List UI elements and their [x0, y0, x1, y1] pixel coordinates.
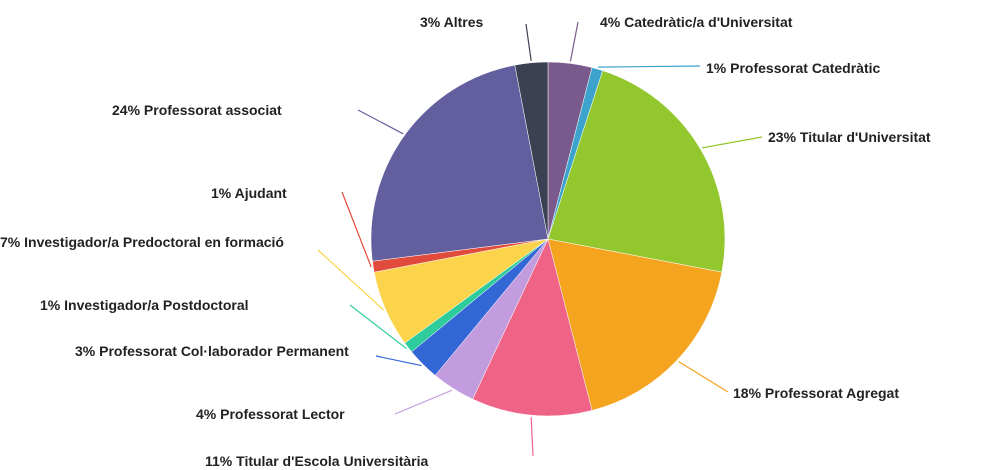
leader-line — [317, 249, 385, 311]
category-label: Investigador/a Predoctoral en formació — [24, 234, 284, 250]
category-label: Ajudant — [234, 185, 287, 201]
leader-line — [341, 191, 372, 268]
pie-slice — [514, 61, 549, 240]
value-label: 24% — [112, 102, 141, 118]
slice-label: 3% Altres — [420, 12, 520, 32]
value-label: 4% — [600, 14, 621, 30]
value-label: 18% — [733, 385, 762, 401]
pie-slice — [547, 238, 723, 411]
slice-label: 4% Professorat Lector — [196, 404, 396, 424]
pie-slice — [547, 70, 726, 273]
value-label: 7% — [0, 234, 21, 250]
slice-label: 1% Investigador/a Postdoctoral — [40, 295, 340, 315]
value-label: 23% — [768, 129, 797, 145]
leader-line — [530, 417, 534, 457]
leader-line — [375, 355, 422, 367]
slice-label: 24% Professorat associat — [112, 100, 362, 120]
leader-line — [701, 136, 763, 149]
slice-label: 18% Professorat Agregat — [733, 383, 973, 403]
category-label: Catedràtic/a d'Universitat — [624, 14, 793, 30]
category-label: Titular d'Universitat — [799, 129, 931, 145]
slice-label: 11% Titular d'Escola Universitària — [205, 451, 535, 470]
value-label: 3% — [75, 343, 96, 359]
category-label: Professorat Agregat — [764, 385, 899, 401]
value-label: 1% — [706, 60, 727, 76]
leader-line — [357, 109, 404, 135]
category-label: Professorat associat — [143, 102, 282, 118]
value-label: 4% — [196, 406, 217, 422]
slice-label: 1% Ajudant — [211, 183, 341, 203]
slice-label: 23% Titular d'Universitat — [768, 127, 981, 147]
category-label: Professorat Lector — [220, 406, 345, 422]
leader-line — [569, 21, 579, 62]
pie-slice — [472, 238, 593, 417]
leader-line — [525, 23, 532, 61]
leader-line — [597, 65, 701, 68]
category-label: Professorat Col·laborador Permanent — [99, 343, 349, 359]
slice-label: 7% Investigador/a Predoctoral en formaci… — [0, 232, 320, 252]
leader-line — [394, 389, 453, 415]
pie-slice — [370, 64, 549, 262]
leader-line — [678, 361, 729, 393]
slice-label: 4% Catedràtic/a d'Universitat — [600, 12, 900, 32]
slice-label: 3% Professorat Col·laborador Permanent — [75, 341, 365, 361]
leader-line — [349, 304, 407, 350]
value-label: 3% — [420, 14, 441, 30]
category-label: Titular d'Escola Universitària — [236, 453, 429, 469]
category-label: Altres — [443, 14, 484, 30]
category-label: Investigador/a Postdoctoral — [64, 297, 249, 313]
category-label: Professorat Catedràtic — [730, 60, 881, 76]
value-label: 1% — [40, 297, 61, 313]
value-label: 1% — [211, 185, 232, 201]
slice-label: 1% Professorat Catedràtic — [706, 58, 966, 78]
value-label: 11% — [205, 453, 233, 469]
